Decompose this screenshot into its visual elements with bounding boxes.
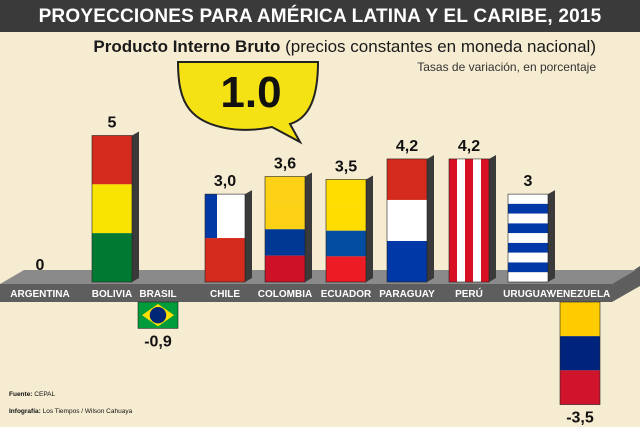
paraguay-flag-stripe — [387, 240, 427, 282]
uruguay-flag-stripe — [508, 262, 548, 273]
bar-outline — [204, 193, 246, 283]
category-label: PERÚ — [455, 287, 483, 300]
venezuela-flag-stripe — [560, 302, 600, 337]
subtitle-rest: (precios constantes en moneda nacional) — [285, 37, 596, 56]
subtitle-bold: Producto Interno Bruto — [93, 37, 281, 56]
ecuador-flag-stripe — [326, 256, 366, 282]
chile-flag-canton — [205, 194, 217, 239]
bolivia-flag-stripe — [92, 233, 132, 282]
category-label: VENEZUELA — [550, 289, 611, 300]
bar-outline — [559, 301, 601, 405]
uruguay-flag-stripe — [508, 252, 548, 263]
chile-flag-red — [205, 238, 245, 282]
bar-side — [132, 131, 139, 282]
uruguay-flag-stripe — [508, 213, 548, 224]
credit-note: Infografía: Los Tiempos / Wilson Cahuaya — [9, 408, 132, 415]
peru-flag-stripe — [473, 158, 481, 282]
peru-flag-stripe — [457, 158, 465, 282]
category-label: ARGENTINA — [10, 289, 69, 300]
credit-value: Los Tiempos / Wilson Cahuaya — [42, 408, 133, 415]
source-label: Fuente: — [9, 391, 33, 398]
value-label: -0,9 — [144, 333, 172, 350]
paraguay-flag-stripe — [387, 199, 427, 241]
brazil-flag-globe — [149, 306, 167, 324]
category-label: BOLIVIA — [92, 289, 133, 300]
bar-outline — [386, 158, 428, 283]
category-label: BRASIL — [139, 289, 176, 300]
uruguay-flag-stripe — [508, 223, 548, 234]
source-note: Fuente: CEPAL — [9, 391, 55, 398]
bar-side — [305, 172, 312, 282]
uruguay-flag-stripe — [508, 272, 548, 282]
unit-note: Tasas de variación, en porcentaje — [417, 60, 596, 74]
colombia-flag-stripe — [265, 176, 305, 203]
bar-outline — [507, 193, 549, 283]
bolivia-flag-stripe — [92, 184, 132, 234]
value-label: 3 — [524, 173, 533, 190]
category-label: URUGUAY — [503, 289, 553, 300]
colombia-flag-stripe — [265, 229, 305, 256]
category-label: CHILE — [210, 289, 240, 300]
bar-side — [245, 190, 252, 282]
value-label: 3,6 — [274, 156, 296, 173]
bolivia-flag-stripe — [92, 135, 132, 185]
bar-side — [548, 190, 555, 282]
category-label: PARAGUAY — [379, 289, 435, 300]
uruguay-flag-stripe — [508, 233, 548, 243]
uruguay-flag-stripe — [508, 203, 548, 214]
chart-subtitle: Producto Interno Bruto (precios constant… — [93, 37, 596, 57]
bar-side — [427, 154, 434, 282]
value-label: 5 — [108, 115, 117, 132]
value-label: 4,2 — [396, 138, 418, 155]
category-label: ECUADOR — [321, 289, 372, 300]
bar-side — [366, 175, 373, 282]
colombia-flag-stripe — [265, 255, 305, 282]
headline-value: 1.0 — [220, 68, 282, 117]
peru-flag-stripe — [481, 158, 489, 282]
bar-outline — [448, 158, 490, 283]
source-value: CEPAL — [34, 391, 56, 398]
peru-flag-stripe — [465, 158, 473, 282]
category-label: COLOMBIA — [258, 289, 312, 300]
value-label: 4,2 — [458, 138, 480, 155]
bar-side — [489, 154, 496, 282]
value-label: 3,5 — [335, 158, 357, 175]
bar-outline — [91, 135, 133, 283]
credit-label: Infografía: — [9, 408, 41, 415]
value-label: -3,5 — [566, 410, 594, 427]
paraguay-flag-stripe — [387, 158, 427, 200]
value-label: 3,0 — [214, 173, 236, 190]
bar-outline — [137, 301, 179, 329]
venezuela-flag-stripe — [560, 336, 600, 371]
uruguay-flag-stripe — [508, 242, 548, 253]
ecuador-flag-stripe — [326, 205, 366, 231]
uruguay-flag-stripe — [508, 194, 548, 204]
peru-flag-stripe — [449, 158, 457, 282]
value-label: 0 — [36, 257, 45, 274]
speech-bubble-shape — [176, 61, 320, 145]
venezuela-flag-stripe — [560, 370, 600, 405]
bar-outline — [264, 176, 306, 283]
bar-outline — [325, 179, 367, 283]
ecuador-flag-stripe — [326, 230, 366, 257]
chart-title: PROYECCIONES PARA AMÉRICA LATINA Y EL CA… — [0, 0, 640, 32]
colombia-flag-stripe — [265, 202, 305, 230]
ecuador-flag-stripe — [326, 179, 366, 206]
